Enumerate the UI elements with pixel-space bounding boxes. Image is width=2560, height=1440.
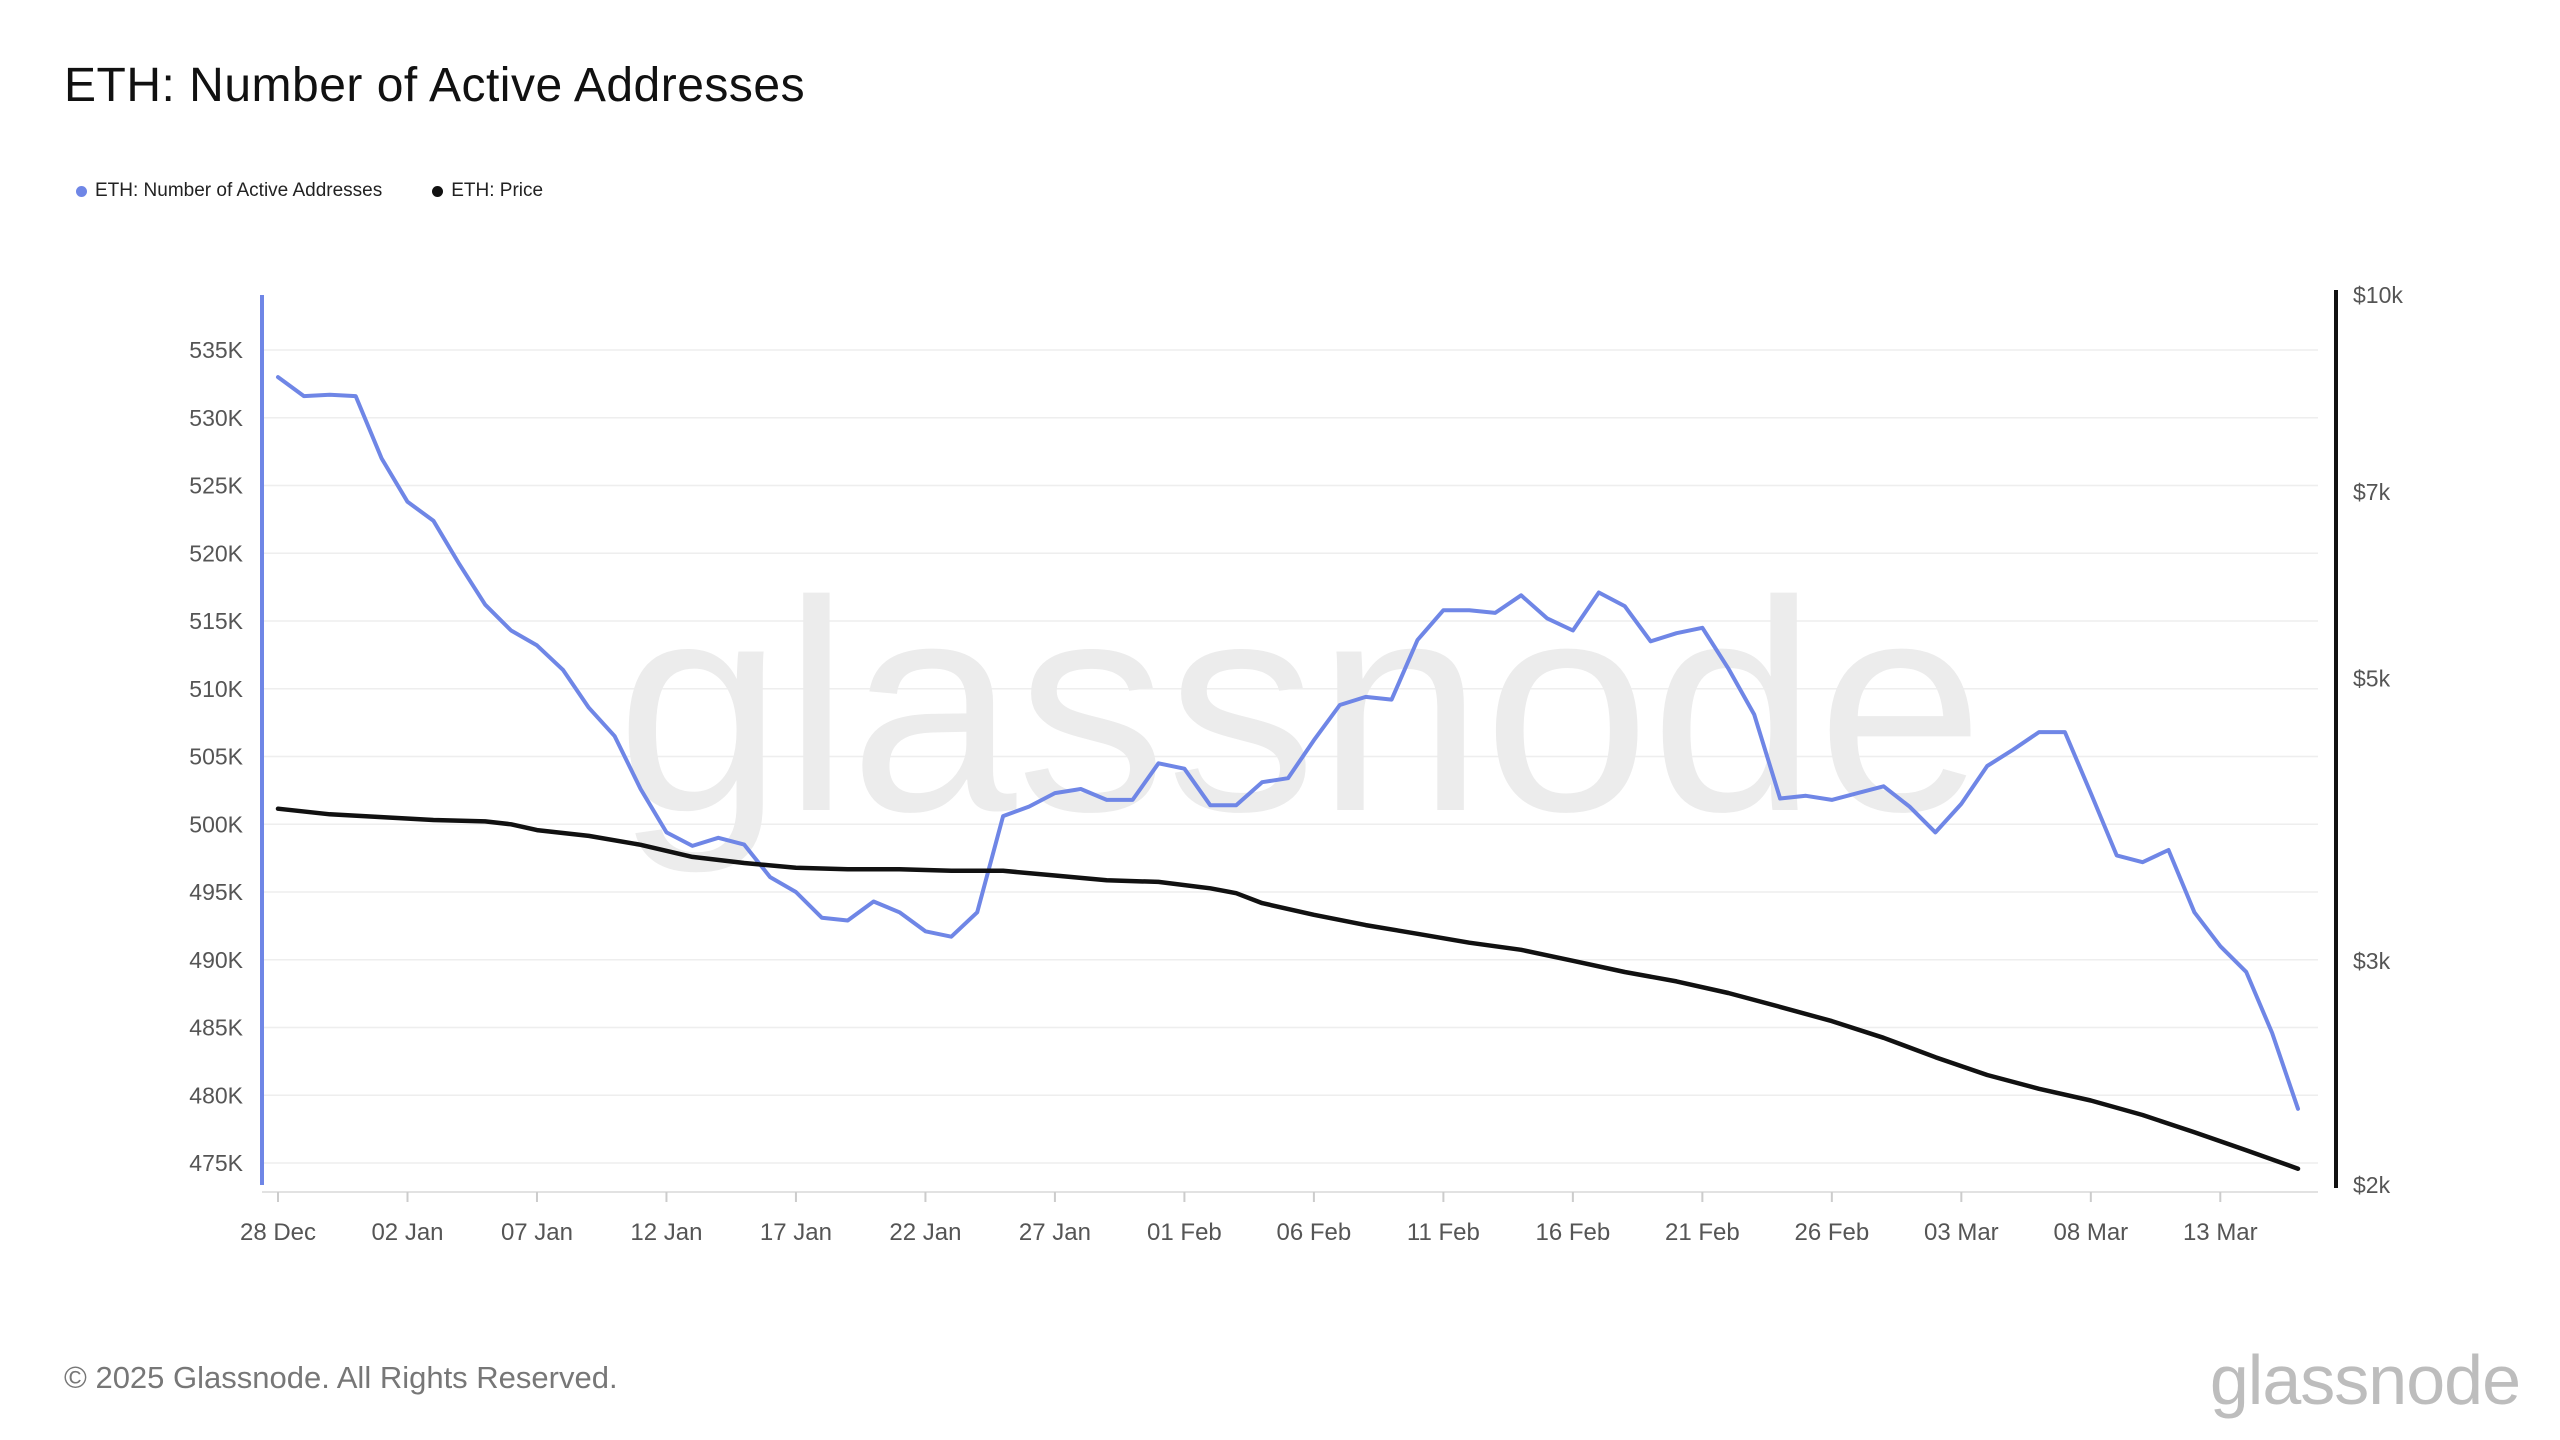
legend-item-price[interactable]: ETH: Price	[432, 180, 543, 202]
x-tick-label: 12 Jan	[630, 1219, 702, 1246]
y-left-tick-label: 490K	[189, 947, 243, 973]
y-left-tick-label: 535K	[189, 337, 243, 363]
y-right-tick-label: $10k	[2353, 282, 2403, 308]
legend-dot-icon	[76, 185, 87, 197]
x-tick-label: 11 Feb	[1407, 1219, 1480, 1246]
x-tick-label: 13 Mar	[2183, 1219, 2258, 1246]
series-line-price	[275, 806, 2301, 1171]
series-line-active-addresses	[276, 375, 2300, 1111]
legend-label: ETH: Price	[451, 180, 544, 201]
y-left-tick-label: 510K	[189, 676, 243, 702]
glassnode-logo[interactable]: glassnode	[2209, 1341, 2521, 1419]
y-left-tick-label: 515K	[189, 608, 243, 634]
copyright-text: © 2025 Glassnode. All Rights Reserved.	[64, 1360, 618, 1395]
y-left-tick-label: 475K	[189, 1150, 243, 1176]
legend-dot-icon	[432, 185, 444, 197]
legend-label: ETH: Number of Active Addresses	[95, 180, 383, 201]
y-right-tick-label: $7k	[2353, 479, 2391, 505]
y-right-tick-label: $3k	[2353, 948, 2391, 974]
y-left-tick-label: 485K	[189, 1015, 243, 1041]
x-tick-label: 27 Jan	[1019, 1219, 1091, 1246]
tick-labels: 475K 480K 485K 490K 495K 500K 505K 510K 515K 520K…	[189, 282, 2403, 1246]
y-left-tick-label: 505K	[189, 744, 243, 770]
x-tick-label: 08 Mar	[2053, 1219, 2128, 1246]
axes	[260, 290, 2338, 1202]
series-layer	[275, 375, 2301, 1171]
y-right-tick-label: $2k	[2353, 1172, 2391, 1198]
y-left-tick-label: 480K	[189, 1082, 243, 1108]
x-tick-label: 03 Mar	[1924, 1219, 1999, 1246]
x-tick-label: 06 Feb	[1277, 1219, 1352, 1246]
x-tick-label: 26 Feb	[1794, 1219, 1869, 1246]
y-left-tick-label: 525K	[189, 473, 243, 499]
x-tick-label: 02 Jan	[371, 1219, 443, 1246]
gridlines	[262, 349, 2318, 1164]
x-tick-label: 28 Dec	[240, 1219, 316, 1246]
x-tick-label: 16 Feb	[1536, 1219, 1611, 1246]
x-tick-label: 01 Feb	[1147, 1219, 1222, 1246]
y-left-tick-label: 530K	[189, 405, 243, 431]
y-right-tick-label: $5k	[2353, 665, 2391, 691]
x-tick-label: 22 Jan	[889, 1219, 961, 1246]
x-tick-label: 21 Feb	[1665, 1219, 1740, 1246]
legend-item-active-addresses[interactable]: ETH: Number of Active Addresses	[76, 180, 382, 202]
y-left-tick-label: 500K	[189, 811, 243, 837]
y-left-tick-label: 495K	[189, 879, 243, 905]
watermark: glassnode	[616, 538, 1984, 876]
chart-title: ETH: Number of Active Addresses	[64, 59, 806, 112]
y-left-tick-label: 520K	[189, 540, 243, 566]
x-tick-label: 07 Jan	[501, 1219, 573, 1246]
x-tick-label: 17 Jan	[760, 1219, 832, 1246]
chart-legend: ETH: Number of Active Addresses ETH: Pri…	[76, 180, 543, 202]
